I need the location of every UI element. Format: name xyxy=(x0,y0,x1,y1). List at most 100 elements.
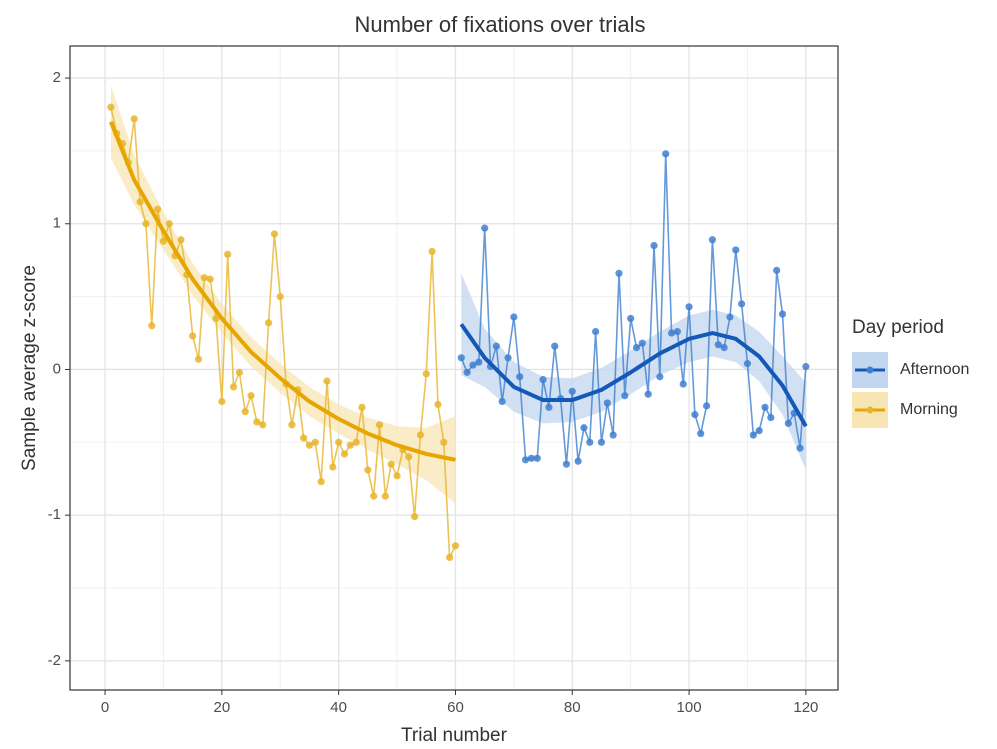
y-axis-label: Sample average z-score xyxy=(19,265,40,471)
data-point xyxy=(428,247,436,256)
data-point xyxy=(773,266,781,274)
confidence-band xyxy=(110,85,456,504)
data-point xyxy=(405,453,413,461)
data-point xyxy=(702,402,711,410)
data-point xyxy=(375,421,384,429)
x-tick-label: 0 xyxy=(101,699,109,716)
data-point xyxy=(743,360,752,368)
fit-line xyxy=(459,323,808,428)
legend-point xyxy=(866,366,874,374)
data-point xyxy=(317,478,325,486)
data-point xyxy=(434,400,442,409)
data-point xyxy=(621,392,629,400)
data-point xyxy=(218,397,226,406)
data-point xyxy=(492,342,500,350)
legend-label: Morning xyxy=(900,401,958,418)
data-point xyxy=(463,368,471,376)
data-point xyxy=(796,444,804,452)
data-point xyxy=(311,438,319,446)
data-point xyxy=(200,274,208,282)
plot-border xyxy=(69,45,839,691)
data-point xyxy=(446,553,454,562)
data-point xyxy=(778,310,787,318)
data-point xyxy=(136,198,144,206)
data-point xyxy=(241,408,249,416)
data-point xyxy=(370,492,378,500)
x-tick-label: 80 xyxy=(564,699,581,716)
x-tick-label: 40 xyxy=(330,699,347,716)
fit-line xyxy=(109,121,456,462)
y-tick-label: 1 xyxy=(53,215,61,232)
x-axis-label: Trial number xyxy=(401,725,508,746)
data-point xyxy=(189,332,197,340)
data-point xyxy=(457,354,465,362)
data-point xyxy=(288,421,296,429)
data-point xyxy=(714,341,722,349)
data-point xyxy=(615,269,623,277)
data-point xyxy=(387,460,395,468)
data-point xyxy=(685,303,693,311)
data-point xyxy=(264,319,273,327)
data-point xyxy=(562,460,571,468)
data-point xyxy=(469,361,477,369)
y-tick-label: 0 xyxy=(53,360,61,377)
data-point xyxy=(738,300,746,308)
data-point xyxy=(697,429,705,438)
data-point xyxy=(551,342,559,350)
data-point xyxy=(627,314,635,323)
data-point xyxy=(568,387,576,395)
data-point xyxy=(475,358,483,366)
y-tick-label: -1 xyxy=(48,506,61,523)
data-point xyxy=(206,275,214,283)
data-point xyxy=(644,390,652,398)
data-point xyxy=(708,236,717,244)
data-point xyxy=(194,355,203,363)
legend-point xyxy=(866,406,874,414)
data-point xyxy=(253,418,261,426)
data-point xyxy=(422,370,430,378)
x-tick-label: 100 xyxy=(677,699,702,716)
data-point xyxy=(504,354,512,362)
data-point xyxy=(305,441,314,449)
data-point xyxy=(481,224,489,232)
x-tick-label: 120 xyxy=(793,699,818,716)
data-point xyxy=(726,313,734,321)
data-point xyxy=(574,457,582,465)
data-point xyxy=(358,403,366,411)
data-point xyxy=(732,246,740,254)
data-line xyxy=(110,107,457,561)
data-point xyxy=(259,421,267,429)
data-point xyxy=(638,339,646,347)
data-point xyxy=(440,438,448,446)
data-point xyxy=(603,399,611,407)
data-point xyxy=(229,383,238,391)
data-point xyxy=(533,454,541,462)
data-point xyxy=(691,411,699,419)
data-point xyxy=(364,466,372,474)
data-point xyxy=(159,237,168,245)
data-point xyxy=(381,492,389,500)
x-tick-label: 60 xyxy=(447,699,464,716)
data-point xyxy=(580,424,588,432)
data-point xyxy=(539,376,547,384)
data-point xyxy=(410,513,419,521)
data-point xyxy=(498,397,506,406)
data-point xyxy=(586,438,594,446)
data-point xyxy=(609,431,617,439)
data-point xyxy=(107,103,115,111)
data-point xyxy=(527,454,535,462)
data-line xyxy=(460,153,807,465)
data-point xyxy=(323,377,331,385)
data-point xyxy=(335,438,343,446)
data-point xyxy=(673,327,681,336)
chart-title: Number of fixations over trials xyxy=(355,12,646,37)
data-point xyxy=(632,344,641,352)
data-point xyxy=(270,230,279,238)
data-point xyxy=(177,236,185,244)
data-point xyxy=(142,220,150,228)
data-point xyxy=(130,115,138,123)
data-point xyxy=(592,327,600,336)
data-point xyxy=(650,242,658,250)
data-point xyxy=(212,314,220,323)
